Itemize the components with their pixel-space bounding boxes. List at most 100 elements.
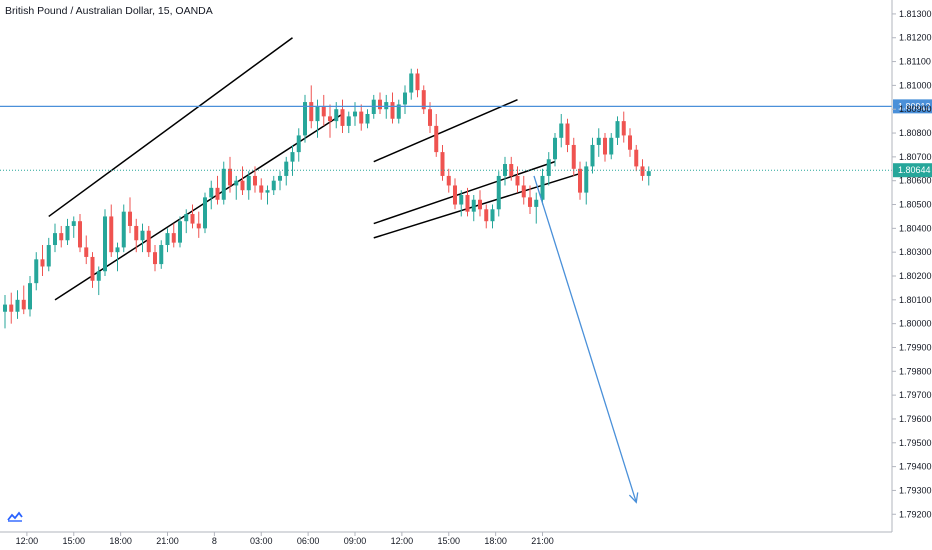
candle <box>365 109 370 129</box>
candle-body <box>609 137 614 155</box>
x-tick-label: 12:00 <box>16 536 39 546</box>
y-tick-label: 1.80300 <box>899 247 932 257</box>
candle-body <box>53 233 57 246</box>
candle <box>40 245 45 276</box>
candle <box>3 295 7 329</box>
candle <box>540 168 545 205</box>
candle <box>259 178 264 200</box>
candle-body <box>103 216 107 272</box>
candle-body <box>546 159 551 176</box>
candle <box>515 166 520 193</box>
candle <box>453 178 457 210</box>
candle-body <box>365 113 370 124</box>
price-badge <box>893 99 932 114</box>
x-tick-label: 06:00 <box>297 536 320 546</box>
candle <box>478 190 482 217</box>
x-tick-label: 21:00 <box>531 536 554 546</box>
candle-body <box>303 102 307 136</box>
candle-body <box>3 304 7 312</box>
candle <box>190 204 195 229</box>
trend-lines-layer <box>48 37 581 301</box>
candle-body <box>309 102 314 122</box>
candle-body <box>90 256 95 281</box>
price-badge <box>893 163 932 178</box>
candle-body <box>84 247 89 257</box>
candle-body <box>578 168 582 193</box>
x-tick-label: 15:00 <box>437 536 460 546</box>
candle-body <box>528 197 532 207</box>
candle <box>284 156 289 186</box>
candle-body <box>340 109 345 126</box>
candle <box>546 152 551 186</box>
candle-body <box>209 187 214 198</box>
candle <box>178 216 182 248</box>
y-tick-label: 1.80500 <box>899 200 932 210</box>
candle-body <box>165 233 170 246</box>
candle <box>584 161 589 205</box>
candle-body <box>184 214 189 222</box>
candle <box>271 175 276 195</box>
candle <box>146 225 151 257</box>
candles-layer <box>3 68 651 329</box>
candle-body <box>203 197 207 229</box>
candle <box>315 99 320 138</box>
candle-body <box>328 116 332 122</box>
candle <box>28 276 32 317</box>
y-tick-label: 1.80800 <box>899 128 932 138</box>
candle-body <box>159 245 164 265</box>
y-tick-label: 1.80100 <box>899 295 932 305</box>
candle <box>390 92 395 124</box>
tradingview-logo-icon[interactable] <box>5 509 25 525</box>
candle-body <box>471 199 476 212</box>
x-tick-label: 15:00 <box>62 536 85 546</box>
candle-body <box>453 185 457 205</box>
candle <box>328 104 332 138</box>
candle <box>209 180 214 210</box>
candle-body <box>115 247 120 253</box>
candle-body <box>46 245 51 267</box>
candle <box>346 111 351 134</box>
candle-body <box>15 299 20 312</box>
candle-body <box>315 106 320 122</box>
candle <box>603 133 607 162</box>
candle <box>109 204 114 257</box>
candle-body <box>553 137 557 160</box>
candle <box>378 92 382 114</box>
candle-body <box>628 135 632 150</box>
candle-body <box>121 211 126 248</box>
y-tick-label: 1.79900 <box>899 342 932 352</box>
candle-body <box>571 144 576 169</box>
candle-body <box>521 185 526 198</box>
x-tick-label: 12:00 <box>391 536 414 546</box>
x-tick-label: 8 <box>212 536 217 546</box>
overlay-layer: 1.80912 1.80644 <box>0 99 932 504</box>
chart-title: British Pound / Australian Dollar, 15, O… <box>5 5 213 17</box>
candle <box>196 211 201 238</box>
candle <box>253 166 257 193</box>
candle <box>53 223 57 253</box>
candle-body <box>259 185 264 193</box>
candle-body <box>465 194 470 212</box>
candle <box>153 245 157 272</box>
candle <box>84 235 89 265</box>
candle-body <box>265 190 270 193</box>
candle-body <box>28 283 32 310</box>
candle-body <box>540 175 545 200</box>
candle <box>303 94 307 143</box>
candle-body <box>290 152 295 162</box>
candle-body <box>496 175 501 210</box>
candle-body <box>109 216 114 253</box>
candle <box>103 209 107 276</box>
candle-body <box>253 175 257 186</box>
y-tick-label: 1.81100 <box>899 57 931 67</box>
candle-body <box>446 175 451 186</box>
candle <box>646 166 651 186</box>
y-tick-label: 1.81300 <box>899 9 932 19</box>
candle <box>403 85 407 114</box>
candle-body <box>596 137 601 145</box>
candle <box>590 137 595 174</box>
candle-body <box>284 161 289 176</box>
candle <box>159 240 164 269</box>
candle <box>421 85 426 114</box>
